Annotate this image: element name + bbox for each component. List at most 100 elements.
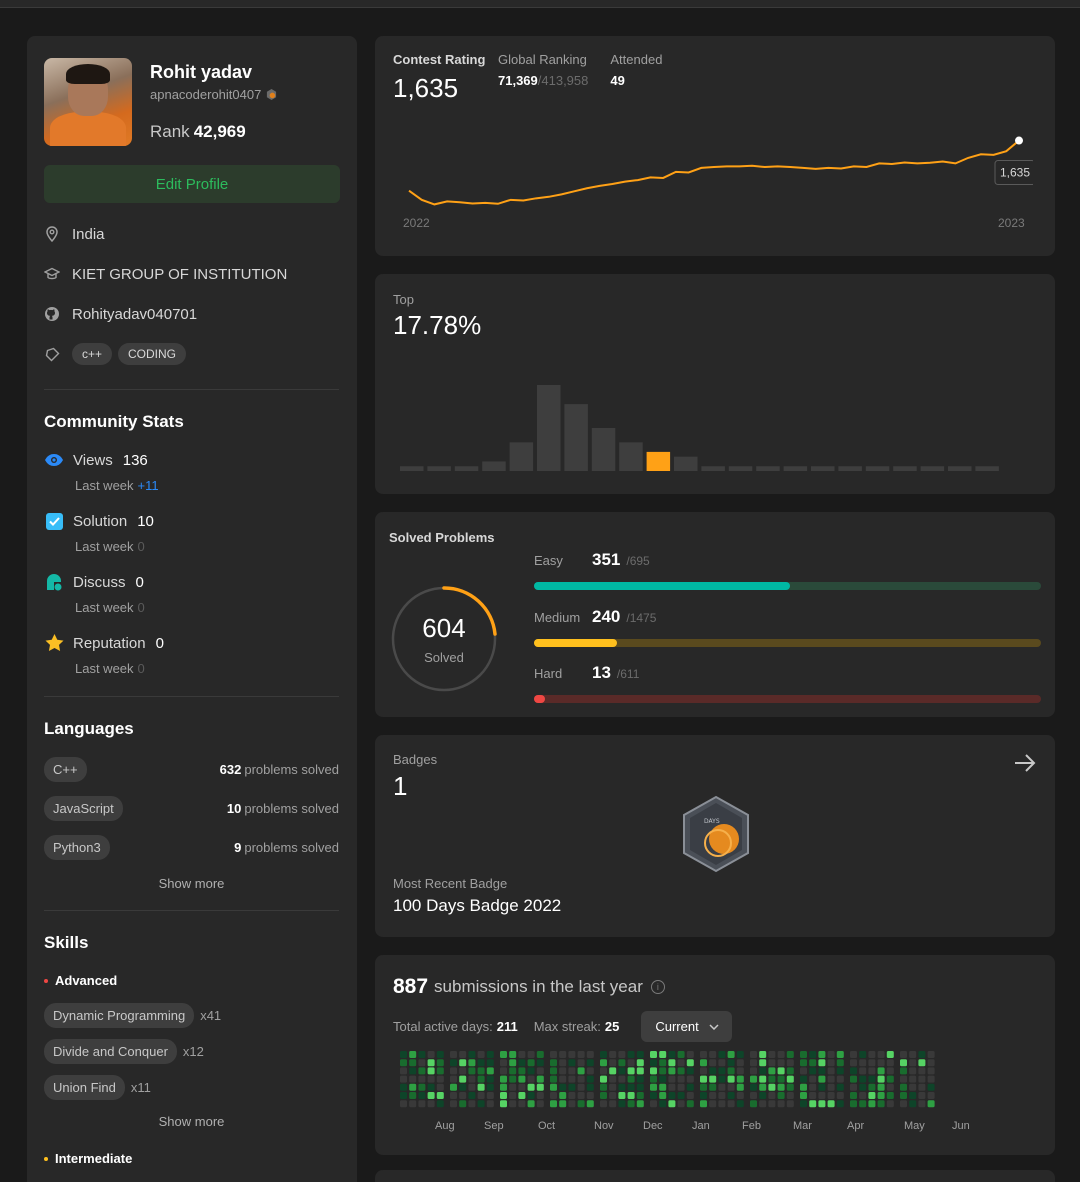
heatmap-cell (686, 1067, 694, 1075)
heatmap-cell (459, 1051, 467, 1058)
histogram-bar (646, 451, 671, 471)
heatmap-cell (559, 1051, 567, 1058)
heatmap-cell (886, 1100, 894, 1108)
heatmap-cell (736, 1083, 744, 1091)
heatmap-cell (618, 1092, 626, 1099)
recent-badge-name: 100 Days Badge 2022 (393, 896, 562, 915)
heatmap-cell (636, 1092, 644, 1099)
heatmap-cell (759, 1051, 767, 1058)
month-label: Sep (484, 1120, 504, 1132)
heatmap-cell (909, 1067, 917, 1075)
heatmap-cell (759, 1100, 767, 1108)
heatmap-cell (877, 1059, 885, 1067)
heatmap-cell (818, 1051, 826, 1058)
heatmap-cell (500, 1083, 507, 1091)
heatmap-cell (627, 1067, 635, 1075)
heatmap-cell (786, 1067, 794, 1075)
heatmap-cell (486, 1100, 494, 1108)
heatmap-cell (559, 1083, 567, 1091)
heatmap-cell (609, 1075, 617, 1083)
heatmap-cell (577, 1092, 585, 1099)
heatmap-cell (909, 1083, 917, 1091)
heatmap-cell (518, 1092, 526, 1099)
heatmap-cell (886, 1051, 894, 1058)
heatmap-cell (709, 1083, 717, 1091)
heatmap-cell (450, 1092, 457, 1099)
heatmap-cell (400, 1051, 407, 1058)
heatmap-cell (609, 1083, 617, 1091)
heatmap-cell (627, 1075, 635, 1083)
month-label: Jan (692, 1120, 710, 1132)
histogram-bar (728, 466, 753, 471)
contest-rating-card: Contest Rating 1,635 Global Ranking 71,3… (375, 36, 1055, 256)
contest-rating-label: Contest Rating (393, 52, 486, 67)
heatmap-cell (450, 1067, 457, 1075)
heatmap-cell (718, 1051, 726, 1058)
info-icon[interactable]: i (650, 980, 665, 994)
solved-problems-card: Solved Problems 604 Solved Easy 351/695 M… (375, 512, 1055, 717)
skills-show-more[interactable]: Show more (158, 1114, 225, 1129)
rating-line-chart[interactable]: 1,635 (393, 132, 1033, 232)
year-dropdown[interactable]: Current (641, 1011, 732, 1042)
histogram-bar (564, 404, 588, 471)
heatmap-cell (427, 1059, 435, 1067)
heatmap-cell (518, 1075, 526, 1083)
heatmap-cell (477, 1100, 485, 1108)
histogram-bar (811, 466, 835, 471)
stat-views: Views 136 Last week +11 (44, 450, 339, 493)
heatmap-cell (627, 1083, 635, 1091)
heatmap-cell (518, 1100, 526, 1108)
heatmap-cell (836, 1100, 844, 1108)
skill-tag: c++ (72, 343, 113, 365)
heatmap-cell (768, 1092, 776, 1099)
heatmap-cell (727, 1092, 735, 1099)
heatmap-cell (850, 1059, 857, 1067)
submission-heatmap[interactable]: Aug Sep Oct Nov Dec Jan Feb Mar Apr May Jun (400, 1051, 1040, 1135)
heatmap-cell (777, 1051, 785, 1058)
heatmap-cell (436, 1100, 444, 1108)
heatmap-cell (477, 1075, 485, 1083)
heatmap-cell (927, 1067, 935, 1075)
heatmap-cell (918, 1100, 926, 1108)
language-row: Python3 9 problems solved (44, 835, 339, 860)
heatmap-cell (459, 1092, 467, 1099)
heatmap-cell (459, 1083, 467, 1091)
languages-show-more[interactable]: Show more (158, 876, 225, 891)
checkbox-icon (44, 511, 64, 531)
skill-tag[interactable]: Union Find (44, 1075, 125, 1100)
rating-tooltip (994, 160, 1033, 186)
histogram-bar (454, 466, 479, 471)
heatmap-cell (686, 1059, 694, 1067)
heatmap-cell (650, 1083, 657, 1091)
top-histogram[interactable] (400, 370, 1030, 472)
heatmap-cell (477, 1067, 485, 1075)
histogram-bar (537, 385, 561, 471)
avatar[interactable] (44, 58, 132, 146)
heatmap-cell (659, 1067, 667, 1075)
top-value: 17.78% (393, 310, 482, 340)
heatmap-cell (677, 1059, 685, 1067)
skill-tag[interactable]: Dynamic Programming (44, 1003, 195, 1028)
skill-tag[interactable]: Divide and Conquer (44, 1039, 177, 1064)
histogram-bar (838, 466, 862, 471)
100-days-badge-icon[interactable]: DAYS (680, 795, 752, 875)
heatmap-cell (836, 1092, 844, 1099)
heatmap-cell (827, 1051, 835, 1058)
github-row[interactable]: Rohityadav040701 (44, 305, 339, 323)
heatmap-cell (500, 1051, 507, 1058)
heatmap-cell (668, 1059, 676, 1067)
heatmap-cell (550, 1083, 557, 1091)
heatmap-cell (777, 1092, 785, 1099)
heatmap-cell (800, 1075, 807, 1083)
heatmap-cell (827, 1100, 835, 1108)
heatmap-cell (450, 1059, 457, 1067)
edit-profile-button[interactable]: Edit Profile (44, 165, 340, 203)
heatmap-cell (527, 1092, 535, 1099)
heatmap-cell (777, 1100, 785, 1108)
solved-ring[interactable]: 604 Solved (389, 584, 499, 694)
heatmap-cell (659, 1083, 667, 1091)
school-row: KIET GROUP OF INSTITUTION (44, 265, 339, 283)
heatmap-cell (618, 1083, 626, 1091)
arrow-right-icon[interactable] (1013, 753, 1037, 773)
heatmap-cell (527, 1075, 535, 1083)
